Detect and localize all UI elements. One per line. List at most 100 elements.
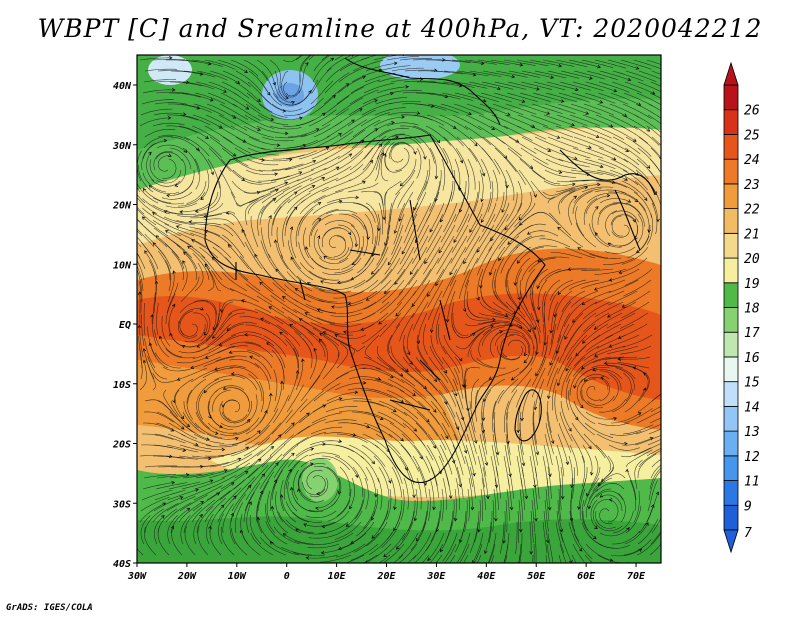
stream-arrow <box>491 126 496 130</box>
streamline <box>637 519 659 545</box>
streamline <box>568 279 600 291</box>
stream-arrow <box>449 495 453 499</box>
streamline <box>400 488 405 521</box>
streamline <box>592 466 614 492</box>
streamline <box>361 444 386 467</box>
streamline <box>360 191 384 206</box>
streamline <box>375 367 405 384</box>
colorbar-swatch <box>723 430 739 457</box>
streamline <box>274 70 287 100</box>
streamline <box>588 477 613 500</box>
stream-arrow <box>663 422 666 425</box>
streamline <box>463 554 469 563</box>
streamline <box>518 301 536 330</box>
streamline <box>612 136 641 155</box>
streamline <box>195 469 227 479</box>
streamline <box>170 81 202 87</box>
streamline <box>292 512 323 523</box>
stream-arrow <box>568 427 572 432</box>
stream-arrow <box>484 550 488 554</box>
streamline <box>504 312 531 332</box>
streamline <box>163 389 179 417</box>
streamline <box>610 214 636 226</box>
stream-arrow <box>338 397 343 401</box>
streamline <box>395 301 416 328</box>
stream-arrow <box>152 242 157 246</box>
streamline <box>195 147 214 175</box>
streamline <box>566 356 586 383</box>
streamline <box>531 169 561 185</box>
streamline <box>309 440 342 446</box>
streamline <box>543 444 551 477</box>
streamline <box>285 460 301 490</box>
streamline <box>481 326 505 347</box>
streamline <box>476 235 494 264</box>
lon-tick-label: 10E <box>328 571 347 582</box>
stream-arrow <box>132 224 135 227</box>
streamline <box>429 81 462 87</box>
stream-arrow <box>299 116 303 120</box>
stream-arrow <box>268 306 273 310</box>
streamline <box>435 554 443 563</box>
streamline <box>555 521 565 554</box>
streamline <box>559 477 562 511</box>
streamline <box>403 80 437 83</box>
stream-arrow <box>312 159 317 164</box>
streamline <box>139 360 147 391</box>
streamline <box>546 147 578 160</box>
streamline <box>182 147 199 175</box>
stream-arrow <box>551 440 555 445</box>
colorbar-label: 22 <box>744 203 760 218</box>
streamline <box>249 268 274 292</box>
streamline <box>619 312 649 329</box>
streamline <box>609 169 639 186</box>
streamline <box>196 334 224 353</box>
streamline <box>519 290 533 321</box>
stream-arrow <box>360 327 364 331</box>
streamline <box>476 357 507 369</box>
streamline <box>322 268 354 275</box>
stream-arrow <box>416 111 421 115</box>
streamline <box>152 59 186 61</box>
streamline <box>455 81 488 89</box>
stream-arrow <box>590 471 594 476</box>
streamline <box>546 81 579 91</box>
streamline <box>592 499 611 521</box>
streamline <box>430 400 450 428</box>
stream-arrow <box>183 251 187 256</box>
streamline <box>421 554 430 563</box>
streamline <box>579 488 586 521</box>
streamline <box>350 521 375 544</box>
streamline <box>590 499 598 529</box>
streamline <box>308 452 341 457</box>
streamline <box>456 70 489 77</box>
streamline <box>258 103 288 118</box>
streamline <box>519 423 524 455</box>
streamline <box>229 350 261 358</box>
stream-arrow <box>270 505 275 510</box>
streamline <box>141 99 174 105</box>
streamline <box>248 446 274 468</box>
streamline <box>217 495 237 523</box>
streamline <box>441 158 446 191</box>
streamline <box>571 422 592 449</box>
streamline <box>403 411 428 435</box>
streamline <box>178 501 204 523</box>
streamline <box>362 92 394 105</box>
stream-arrow <box>349 505 353 510</box>
streamline <box>598 81 630 93</box>
streamline <box>531 268 549 295</box>
stream-arrow <box>279 494 284 498</box>
streamline <box>453 433 466 465</box>
streamline <box>521 257 544 281</box>
streamline <box>449 257 466 287</box>
streamline <box>142 482 175 490</box>
streamline <box>450 169 456 202</box>
streamline <box>143 302 146 336</box>
streamline <box>209 180 221 209</box>
stream-arrow <box>502 539 506 544</box>
streamline <box>363 356 393 372</box>
streamline <box>377 411 406 429</box>
stream-arrow <box>499 572 502 575</box>
